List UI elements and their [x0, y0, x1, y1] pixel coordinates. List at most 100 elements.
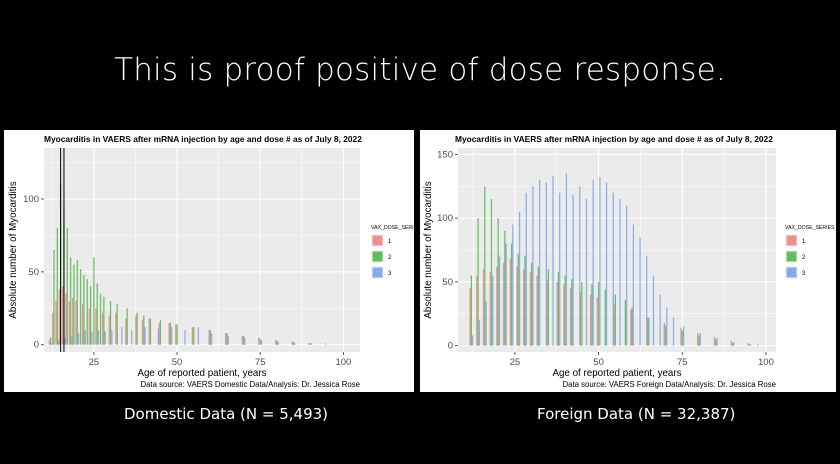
bar-dose-2 — [631, 307, 633, 346]
bar-dose-2 — [193, 327, 195, 345]
bar-dose-3 — [749, 344, 752, 346]
bar-dose-1 — [168, 322, 170, 345]
bar-dose-1 — [55, 301, 57, 345]
bar-dose-3 — [646, 256, 648, 346]
chart-panel-foreign: Myocarditis in VAERS after mRNA injectio… — [420, 130, 836, 392]
bar-dose-3 — [592, 179, 594, 346]
bar-dose-2 — [242, 335, 245, 345]
bar-dose-2 — [648, 317, 650, 346]
bar-dose-3 — [64, 337, 66, 345]
bar-dose-3 — [260, 340, 263, 345]
x-tick-label: 100 — [335, 357, 351, 368]
bar-dose-3 — [532, 186, 534, 346]
caption-foreign: Foreign Data (N = 32,387) — [537, 405, 736, 423]
bar-dose-1 — [241, 335, 243, 345]
bar-dose-2 — [109, 301, 112, 345]
bar-dose-2 — [510, 243, 513, 346]
y-tick-label: 50 — [442, 277, 453, 288]
chart-panel-domestic: Myocarditis in VAERS after mRNA injectio… — [4, 130, 414, 392]
legend-swatch-dose-3 — [786, 267, 797, 278]
bar-dose-2 — [159, 319, 162, 345]
legend-label: 1 — [802, 239, 806, 245]
bar-dose-1 — [546, 279, 548, 346]
bar-dose-2 — [103, 296, 105, 345]
bar-dose-1 — [141, 319, 144, 345]
bar-dose-2 — [56, 228, 58, 345]
bar-dose-2 — [591, 284, 593, 346]
bar-dose-1 — [516, 266, 518, 346]
bar-dose-2 — [731, 343, 734, 346]
bar-dose-1 — [713, 336, 716, 346]
bar-dose-2 — [143, 315, 145, 345]
bar-dose-1 — [569, 288, 572, 346]
bar-dose-1 — [95, 308, 97, 345]
bar-dose-1 — [68, 301, 70, 345]
bar-dose-1 — [680, 327, 682, 346]
bar-dose-2 — [276, 340, 278, 345]
bar-dose-3 — [525, 192, 527, 346]
bar-dose-3 — [244, 337, 246, 345]
bar-dose-2 — [614, 294, 616, 346]
bar-dose-1 — [556, 281, 558, 346]
bar-dose-2 — [116, 303, 118, 345]
bar-dose-1 — [509, 258, 511, 346]
bar-dose-3 — [619, 199, 621, 346]
bar-dose-1 — [58, 289, 60, 345]
bar-dose-2 — [470, 275, 473, 346]
bar-dose-3 — [579, 186, 581, 346]
bar-dose-1 — [191, 327, 194, 345]
bar-dose-2 — [597, 281, 600, 346]
bar-dose-2 — [524, 256, 526, 346]
bar-dose-2 — [149, 318, 152, 345]
bar-dose-1 — [175, 324, 177, 345]
bar-dose-3 — [310, 343, 313, 345]
chart-domestic: Myocarditis in VAERS after mRNA injectio… — [8, 134, 414, 389]
bar-dose-3 — [111, 330, 113, 345]
caption-domestic: Domestic Data (N = 5,493) — [124, 405, 329, 423]
y-tick-label: 100 — [437, 213, 453, 224]
bar-dose-3 — [498, 256, 501, 346]
bar-dose-3 — [652, 275, 655, 346]
bar-dose-1 — [52, 312, 54, 345]
bar-dose-1 — [589, 294, 592, 346]
bar-dose-2 — [547, 269, 550, 346]
chart-foreign: Myocarditis in VAERS after mRNA injectio… — [423, 134, 835, 389]
x-axis-label: Age of reported patient, years — [137, 368, 266, 379]
bar-dose-1 — [224, 333, 227, 345]
bar-dose-2 — [209, 330, 211, 345]
bar-dose-2 — [50, 337, 52, 345]
bar-dose-1 — [125, 318, 127, 345]
bar-dose-2 — [571, 279, 573, 346]
bar-dose-1 — [579, 292, 582, 346]
bar-dose-1 — [613, 304, 615, 346]
bar-dose-2 — [497, 218, 499, 346]
bar-dose-1 — [563, 284, 565, 346]
bar-dose-2 — [604, 289, 606, 346]
bar-dose-2 — [259, 338, 261, 345]
bar-dose-3 — [171, 327, 173, 345]
bar-dose-1 — [62, 286, 64, 345]
bar-dose-3 — [538, 179, 541, 346]
bar-dose-3 — [699, 332, 701, 346]
bar-dose-3 — [559, 192, 561, 346]
bar-dose-3 — [565, 173, 568, 346]
bar-dose-1 — [101, 312, 104, 345]
bar-dose-1 — [65, 293, 67, 345]
bar-dose-3 — [682, 326, 685, 346]
bar-dose-2 — [309, 343, 311, 345]
bar-dose-1 — [148, 318, 150, 345]
bar-dose-3 — [632, 224, 635, 346]
slide-title: This is proof positive of dose response. — [114, 52, 726, 88]
legend-title: VAX_DOSE_SERIES — [785, 225, 835, 231]
bar-dose-2 — [557, 271, 560, 346]
bar-dose-3 — [227, 335, 229, 345]
bar-dose-3 — [505, 243, 507, 346]
legend-label: 3 — [802, 271, 806, 277]
bar-dose-3 — [485, 301, 487, 346]
bar-dose-1 — [81, 303, 84, 345]
bar-dose-2 — [76, 260, 78, 345]
bar-dose-1 — [71, 298, 74, 345]
bar-dose-2 — [69, 257, 72, 345]
bar-dose-3 — [157, 328, 160, 345]
x-axis-label: Age of reported patient, years — [552, 368, 681, 379]
